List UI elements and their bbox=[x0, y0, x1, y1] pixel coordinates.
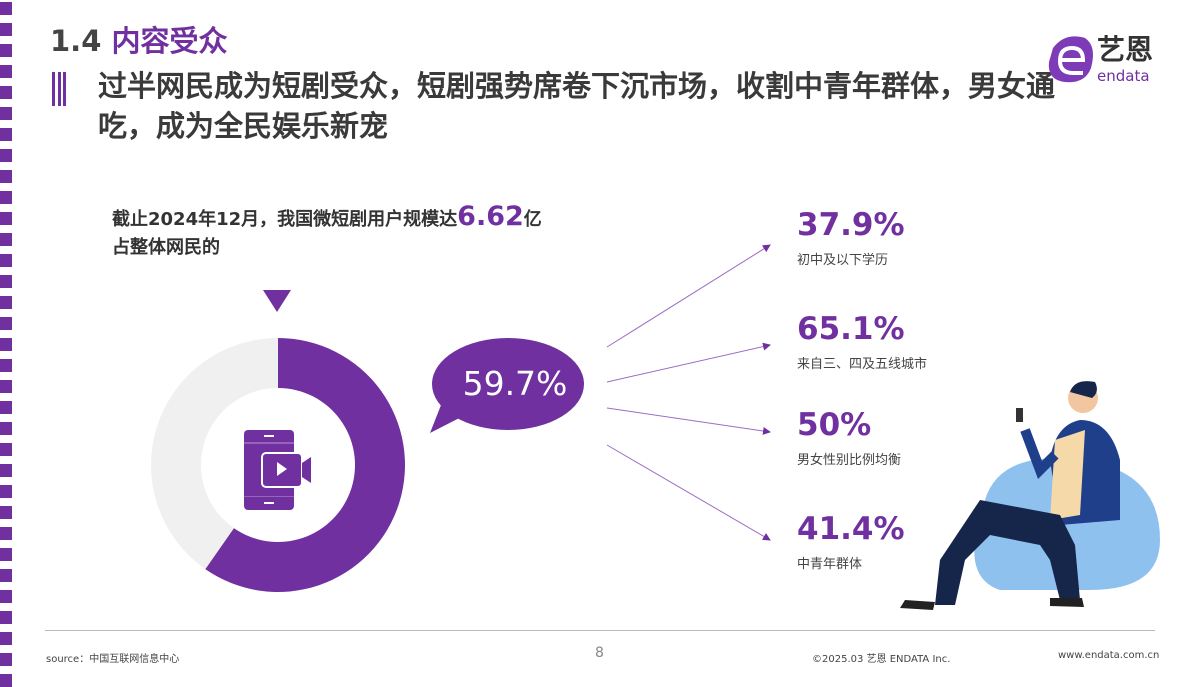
stat-age: 41.4% 中青年群体 bbox=[797, 511, 905, 572]
stripe-block bbox=[0, 590, 12, 603]
footer-copyright: ©2025.03 艺恩 ENDATA Inc. bbox=[812, 654, 951, 665]
stripe-block bbox=[0, 485, 12, 498]
speech-bubble bbox=[430, 338, 584, 433]
stat-gender: 50% 男女性别比例均衡 bbox=[797, 407, 902, 468]
stripe-block bbox=[0, 653, 12, 666]
stat-city-tier: 65.1% 来自三、四及五线城市 bbox=[797, 311, 928, 372]
down-triangle-icon bbox=[263, 290, 291, 312]
endata-logo-icon bbox=[1048, 36, 1093, 83]
stripe-block bbox=[0, 86, 12, 99]
stripe-block bbox=[0, 296, 12, 309]
stripe-block bbox=[0, 275, 12, 288]
section-title: 1.4 内容受众 bbox=[50, 24, 228, 58]
page-number: 8 bbox=[595, 645, 604, 661]
footer-source: source：中国互联网信息中心 bbox=[46, 654, 180, 665]
user-count: 6.62 bbox=[457, 201, 524, 232]
donut-chart bbox=[150, 338, 405, 592]
stripe-block bbox=[0, 44, 12, 57]
stripe-block bbox=[0, 233, 12, 246]
donut-slice bbox=[205, 338, 405, 592]
headline: 过半网民成为短剧受众，短剧强势席卷下沉市场，收割中青年群体，男女通吃，成为全民娱… bbox=[98, 69, 1056, 143]
bars-icon bbox=[52, 72, 66, 106]
arrow-1 bbox=[606, 244, 771, 348]
stripe-block bbox=[0, 506, 12, 519]
decorative-stripe bbox=[0, 0, 12, 687]
stripe-block bbox=[0, 23, 12, 36]
donut-slice bbox=[150, 338, 278, 570]
footer-url[interactable]: www.endata.com.cn bbox=[1058, 650, 1160, 661]
stripe-block bbox=[0, 149, 12, 162]
stripe-block bbox=[0, 254, 12, 267]
stripe-block bbox=[0, 443, 12, 456]
stat-education: 37.9% 初中及以下学历 bbox=[797, 207, 905, 268]
stripe-block bbox=[0, 632, 12, 645]
stripe-block bbox=[0, 338, 12, 351]
stripe-block bbox=[0, 65, 12, 78]
phone-video-icon bbox=[244, 430, 311, 510]
person-on-beanbag-illustration bbox=[900, 381, 1160, 610]
arrow-2 bbox=[606, 342, 771, 383]
donut-value-label: 59.7% bbox=[462, 364, 568, 403]
arrow-4 bbox=[606, 444, 771, 541]
stripe-block bbox=[0, 191, 12, 204]
footer-divider bbox=[45, 630, 1155, 631]
stripe-block bbox=[0, 674, 12, 687]
stripe-block bbox=[0, 422, 12, 435]
stripe-block bbox=[0, 359, 12, 372]
stripe-block bbox=[0, 611, 12, 624]
stripe-block bbox=[0, 401, 12, 414]
stripe-block bbox=[0, 107, 12, 120]
stripe-block bbox=[0, 464, 12, 477]
stripe-block bbox=[0, 170, 12, 183]
stripe-block bbox=[0, 317, 12, 330]
stripe-block bbox=[0, 569, 12, 582]
arrow-3 bbox=[606, 407, 771, 435]
stripe-block bbox=[0, 548, 12, 561]
stripe-block bbox=[0, 380, 12, 393]
stripe-block bbox=[0, 212, 12, 225]
stripe-block bbox=[0, 128, 12, 141]
logo-text-en: endata bbox=[1097, 67, 1150, 85]
stripe-block bbox=[0, 527, 12, 540]
stripe-block bbox=[0, 2, 12, 15]
logo-text-cn: 艺恩 bbox=[1097, 33, 1154, 66]
intro-text: 截止2024年12月，我国微短剧用户规模达6.62亿 占整体网民的 bbox=[112, 201, 542, 259]
